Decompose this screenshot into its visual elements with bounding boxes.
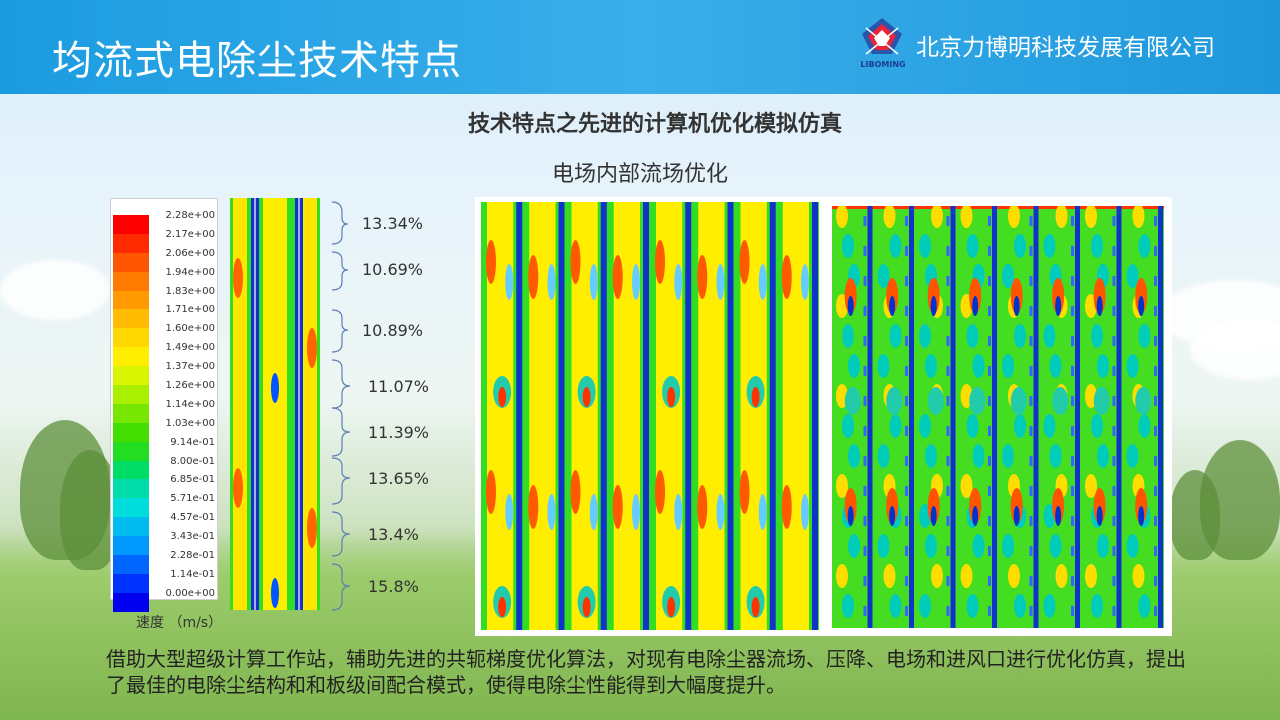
- legend-color-bar: [113, 215, 149, 612]
- legend-value-label: 0.00e+00: [165, 587, 215, 599]
- percentage-label: 13.34%: [362, 214, 424, 233]
- legend-swatch: [113, 592, 149, 612]
- legend-value-label: 9.14e-01: [170, 436, 215, 448]
- legend-swatch: [113, 573, 149, 593]
- legend-swatch: [113, 479, 149, 499]
- percentage-label: 10.69%: [362, 260, 424, 279]
- legend-swatch: [113, 441, 149, 461]
- legend-value-label: 1.94e+00: [165, 266, 215, 278]
- percentage-braces: 13.34% 10.69% 10.89% 11.07% 11.39% 13.65…: [328, 198, 448, 618]
- background-cloud: [1190, 320, 1280, 380]
- legend-swatch: [113, 366, 149, 386]
- background-cloud: [0, 260, 110, 320]
- legend-value-label: 2.17e+00: [165, 228, 215, 240]
- company-name: 北京力博明科技发展有限公司: [916, 35, 1215, 61]
- header-bar: 均流式电除尘技术特点 LIBOMING 北京力博明科技发展有限公司: [0, 0, 1280, 94]
- legend-swatch: [113, 555, 149, 574]
- background-tree: [1170, 470, 1220, 560]
- single-channel-flow-field-image: [230, 198, 320, 610]
- legend-swatch: [113, 328, 149, 348]
- legend-swatch: [113, 309, 149, 329]
- legend-value-label: 2.28e+00: [165, 210, 215, 221]
- legend-value-label: 1.14e+00: [165, 398, 215, 410]
- original-flow-field-image: [832, 206, 1164, 628]
- legend-value-label: 1.49e+00: [165, 342, 215, 354]
- percentage-label: 13.65%: [368, 469, 430, 488]
- legend-swatch: [113, 517, 149, 537]
- legend-swatch: [113, 385, 149, 404]
- legend-value-label: 2.28e-01: [170, 550, 215, 562]
- sub-heading: 电场内部流场优化: [551, 162, 728, 187]
- legend-labels: 2.28e+00 2.17e+00 2.06e+00 1.94e+00 1.83e+00…: [155, 211, 215, 608]
- legend-swatch: [113, 252, 149, 272]
- legend-value-label: 5.71e-01: [170, 493, 215, 505]
- legend-unit-label: 速度 （m/s）: [136, 615, 223, 631]
- legend-value-label: 1.71e+00: [165, 304, 215, 316]
- legend-value-label: 2.06e+00: [165, 247, 215, 259]
- legend-value-label: 1.37e+00: [165, 361, 215, 373]
- percentage-label: 15.8%: [368, 577, 419, 596]
- legend-swatch: [113, 536, 149, 556]
- legend-swatch: [113, 460, 149, 480]
- velocity-legend: 2.28e+00 2.17e+00 2.06e+00 1.94e+00 1.83e+00…: [110, 198, 218, 612]
- optimized-flow-field-image: [481, 202, 819, 630]
- section-heading: 技术特点之先进的计算机优化模拟仿真: [467, 112, 842, 137]
- legend-swatch: [113, 271, 149, 291]
- legend-swatch: [113, 290, 149, 310]
- legend-swatch: [113, 215, 149, 234]
- legend-value-label: 8.00e-01: [170, 455, 215, 467]
- legend-swatch: [113, 498, 149, 518]
- legend-value-label: 1.60e+00: [165, 323, 215, 335]
- company-logo-icon: [862, 18, 902, 55]
- percentage-label: 10.89%: [362, 321, 424, 340]
- percentage-label: 11.39%: [368, 423, 430, 442]
- logo-wordmark: LIBOMING: [860, 60, 906, 69]
- page-title: 均流式电除尘技术特点: [52, 38, 462, 84]
- caption-text: 借助大型超级计算工作站，辅助先进的共轭梯度优化算法，对现有电除尘器流场、压降、电…: [106, 647, 1186, 697]
- legend-value-label: 4.57e-01: [170, 512, 215, 524]
- percentage-label: 13.4%: [368, 525, 419, 544]
- legend-swatch: [113, 347, 149, 367]
- legend-swatch: [113, 233, 149, 253]
- legend-value-label: 1.26e+00: [165, 380, 215, 392]
- percentage-label: 11.07%: [368, 377, 430, 396]
- legend-value-label: 1.83e+00: [165, 285, 215, 297]
- legend-swatch: [113, 422, 149, 442]
- legend-value-label: 6.85e-01: [170, 474, 215, 486]
- legend-value-label: 3.43e-01: [170, 531, 215, 543]
- legend-value-label: 1.03e+00: [165, 417, 215, 429]
- legend-value-label: 1.14e-01: [170, 568, 215, 580]
- legend-swatch: [113, 403, 149, 423]
